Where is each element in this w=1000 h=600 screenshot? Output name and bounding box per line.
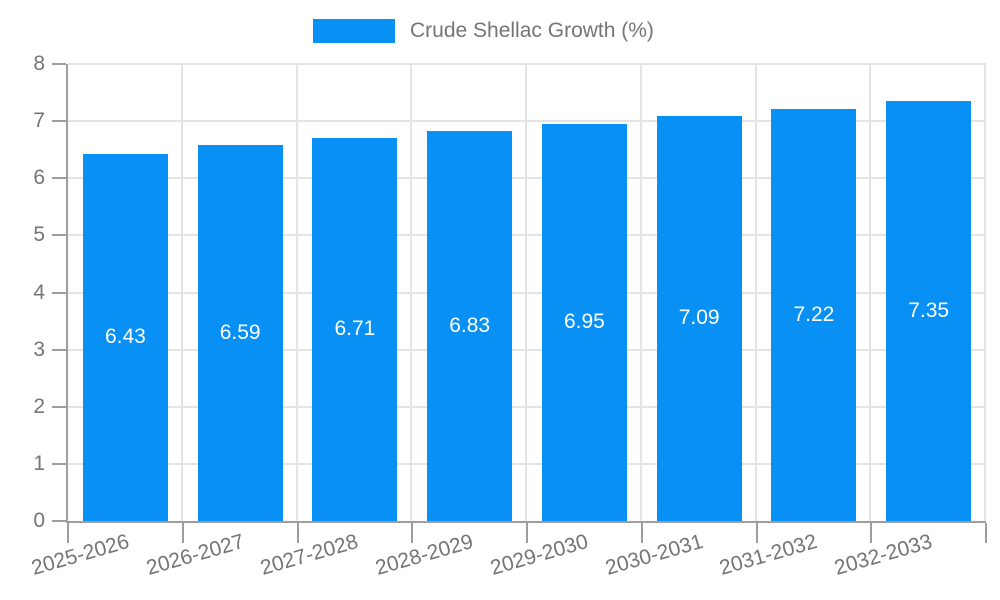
- gridline-horizontal: [68, 291, 986, 294]
- y-axis-tick: [52, 462, 66, 465]
- x-axis-tick: [67, 523, 69, 543]
- y-axis-tick: [52, 177, 66, 180]
- x-axis-tick: [296, 523, 299, 543]
- y-axis-tick-label: 6: [33, 166, 45, 190]
- bar: 6.43: [82, 153, 168, 521]
- x-axis-tick: [755, 523, 758, 543]
- x-axis-category-label: 2025-2026: [28, 530, 132, 580]
- y-axis-tick-label: 2: [33, 394, 45, 418]
- y-axis-tick-label: 1: [33, 451, 45, 475]
- bar: 6.59: [197, 144, 283, 521]
- x-axis-category-label: 2028-2029: [373, 530, 476, 580]
- x-axis-category-label: 2029-2030: [487, 530, 591, 580]
- bar: 7.09: [656, 115, 742, 521]
- gridline-vertical: [984, 64, 986, 521]
- bar-value-label: 7.22: [793, 302, 835, 326]
- bar: 6.95: [541, 123, 627, 521]
- x-axis-category-label: 2030-2031: [602, 530, 706, 580]
- bar: 7.22: [771, 108, 857, 521]
- y-axis-tick-label: 8: [33, 52, 45, 75]
- gridline-horizontal: [68, 405, 986, 408]
- bar-value-label: 6.83: [449, 313, 491, 337]
- gridline-horizontal: [68, 63, 986, 65]
- bar: 6.71: [312, 137, 398, 521]
- plot-area: 0 1 2 3 4 5 6 7 8 6.43 2025-2026 6.59 2026-2027 6.71 2…: [29, 52, 987, 580]
- x-axis-category-label: 2026-2027: [143, 530, 247, 580]
- gridline-horizontal: [68, 234, 986, 237]
- bar-value-label: 6.71: [334, 317, 376, 341]
- x-axis-category-label: 2027-2028: [258, 530, 362, 580]
- gridline-vertical: [295, 64, 298, 521]
- bar-value-label: 7.35: [908, 299, 950, 323]
- bar-value-label: 7.09: [678, 306, 720, 330]
- y-axis-tick-label: 5: [33, 223, 45, 247]
- gridline-vertical: [639, 64, 642, 521]
- gridline-vertical: [525, 64, 527, 521]
- legend-label: Crude Shellac Growth (%): [410, 19, 654, 42]
- bar: 7.35: [886, 101, 972, 521]
- y-axis-tick: [52, 234, 66, 237]
- gridline-horizontal: [68, 177, 986, 180]
- x-axis-tick: [985, 523, 987, 543]
- gridline-vertical: [754, 64, 757, 521]
- x-axis-tick: [640, 523, 643, 543]
- gridline-vertical: [410, 64, 413, 521]
- y-axis-tick-label: 4: [33, 280, 45, 304]
- y-axis-tick-label: 0: [33, 509, 45, 532]
- y-axis-tick-label: 7: [33, 109, 45, 133]
- gridline-vertical: [869, 64, 872, 521]
- y-axis-tick: [52, 63, 66, 65]
- x-axis-tick: [181, 523, 184, 543]
- y-axis-tick-label: 3: [33, 337, 45, 361]
- bar-value-label: 6.59: [219, 320, 261, 344]
- x-axis-tick: [526, 523, 528, 543]
- bar-value-label: 6.95: [563, 310, 605, 334]
- legend-swatch: [313, 19, 395, 43]
- gridline-horizontal: [68, 462, 986, 465]
- gridline-vertical: [180, 64, 183, 521]
- x-axis-tick: [870, 523, 873, 543]
- y-axis-tick: [52, 291, 66, 294]
- y-axis-tick: [52, 120, 66, 123]
- x-axis-category-label: 2031-2032: [717, 530, 821, 580]
- y-axis-tick: [52, 348, 66, 351]
- gridline-horizontal: [68, 120, 986, 123]
- y-axis-tick: [52, 405, 66, 408]
- x-axis-tick: [411, 523, 414, 543]
- legend: Crude Shellac Growth (%): [313, 19, 654, 43]
- x-axis-category-label: 2032-2033: [832, 530, 935, 580]
- bar: 6.83: [427, 130, 513, 521]
- y-axis-tick: [52, 520, 66, 522]
- bar-value-label: 6.43: [104, 325, 146, 349]
- gridline-horizontal: [68, 348, 986, 351]
